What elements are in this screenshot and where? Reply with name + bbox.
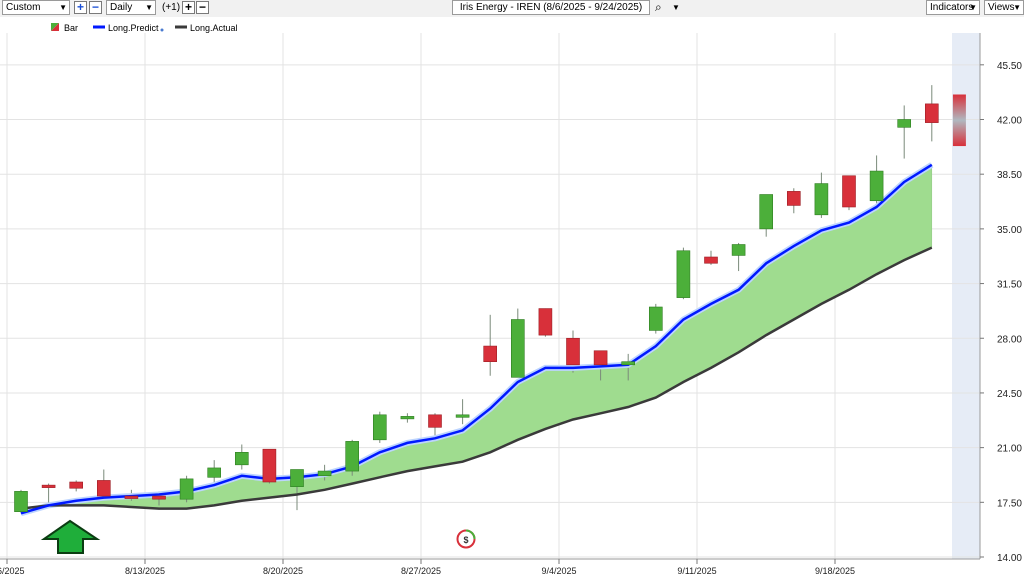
time-tick-label: 9/4/2025 [541, 566, 576, 576]
zoom-in-button[interactable]: + [74, 1, 87, 14]
time-tick-label: 9/18/2025 [815, 566, 855, 576]
time-tick-label: 8/20/2025 [263, 566, 303, 576]
price-tick-label: 31.50 [997, 280, 1022, 291]
legend-item-bar[interactable]: Bar [51, 23, 78, 33]
candle-bodies [14, 103, 939, 512]
dollar-coin-icon[interactable]: $ [456, 529, 476, 549]
dropdown-arrow-icon: ▼ [1013, 3, 1021, 12]
candle-down [152, 495, 166, 500]
candle-down [124, 495, 139, 499]
legend-label-long-predict: Long.Predict [108, 23, 159, 33]
period-select[interactable]: Custom ▼ [2, 0, 70, 15]
price-tick-label: 14.00 [997, 553, 1022, 564]
candle-down [538, 308, 553, 336]
legend-label-long-actual: Long.Actual [190, 23, 238, 33]
price-tick-label: 24.50 [997, 389, 1022, 400]
chart-background [0, 17, 1024, 581]
price-tick-label: 45.50 [997, 61, 1022, 72]
views-label: Views [988, 2, 1015, 13]
svg-text:$: $ [463, 535, 468, 545]
candle-up [621, 361, 636, 366]
price-tick-label: 17.50 [997, 498, 1022, 509]
price-tick-label: 38.50 [997, 170, 1022, 181]
candle-up [731, 244, 746, 256]
interval-select[interactable]: Daily ▼ [106, 0, 156, 15]
price-tick-label: 28.00 [997, 334, 1022, 345]
price-chart[interactable]: 14.00 17.50 21.00 24.50 28.00 31.50 35.00 38.50… [0, 17, 1024, 581]
candle-up [869, 170, 884, 202]
candle-up [676, 250, 691, 298]
chart-title-box[interactable]: Iris Energy - IREN (8/6/2025 - 9/24/2025… [452, 0, 650, 15]
dropdown-arrow-icon: ▼ [145, 3, 153, 12]
candle-down [69, 481, 83, 489]
candle-down [704, 256, 718, 264]
candle-down [593, 350, 608, 366]
candle-up [317, 470, 332, 477]
candle-up [400, 416, 415, 420]
offset-plus-button[interactable]: + [182, 1, 195, 14]
candle-up [897, 119, 912, 128]
price-axis: 14.00 17.50 21.00 24.50 28.00 31.50 35.00 38.50… [980, 61, 1022, 564]
candle-up [207, 467, 221, 478]
price-tick-label: 21.00 [997, 444, 1022, 455]
legend-item-long-predict[interactable]: Long.Predict [93, 23, 164, 33]
offset-minus-button[interactable]: − [196, 1, 209, 14]
candle-down [483, 345, 498, 362]
time-axis: 8/6/2025 8/13/2025 8/20/2025 8/27/2025 9/4/2… [0, 559, 855, 576]
buy-signal-arrow-icon[interactable] [40, 519, 101, 554]
long-predict-line [20, 163, 933, 515]
candle-up [759, 194, 774, 230]
chart-title: Iris Energy - IREN (8/6/2025 - 9/24/2025… [459, 2, 643, 13]
search-icon[interactable]: ⌕ [655, 0, 662, 14]
long-actual-line [20, 246, 933, 510]
time-tick-label: 8/13/2025 [125, 566, 165, 576]
grid [0, 33, 980, 559]
predict-candle [952, 94, 966, 147]
bar-legend-icon [51, 23, 59, 31]
offset-label: (+1) [162, 2, 181, 13]
legend: Bar Long.Predict Long.Actual [51, 23, 238, 33]
candle-up [372, 414, 387, 441]
candle-down [97, 480, 111, 497]
time-tick-label: 8/27/2025 [401, 566, 441, 576]
time-tick-label: 9/11/2025 [677, 566, 716, 576]
time-tick-label: 8/6/2025 [0, 566, 25, 576]
indicators-button[interactable]: Indicators ▼ [926, 0, 980, 15]
dropdown-arrow-icon: ▼ [969, 3, 977, 12]
candle-down [924, 103, 939, 123]
candle-up [814, 183, 829, 216]
candle-down [428, 414, 442, 428]
candle-up [510, 319, 525, 378]
zoom-out-button[interactable]: − [89, 1, 102, 14]
candle-up [179, 478, 194, 500]
legend-label-bar: Bar [64, 23, 78, 33]
candle-up [235, 452, 249, 466]
candle-down [786, 191, 801, 206]
interval-select-value: Daily [110, 2, 133, 13]
candle-up [455, 414, 470, 418]
candle-up [14, 491, 28, 512]
price-tick-label: 42.00 [997, 116, 1022, 127]
period-select-value: Custom [6, 2, 41, 13]
dropdown-arrow-icon: ▼ [59, 3, 67, 12]
candle-down [842, 175, 856, 208]
toolbar: Custom ▼ + − Daily ▼ (+1) + − Iris Energ… [0, 0, 1024, 18]
candle-up [290, 469, 304, 487]
indicators-label: Indicators [930, 2, 974, 13]
candle-up [345, 441, 360, 472]
legend-item-long-actual[interactable]: Long.Actual [175, 23, 238, 33]
views-button[interactable]: Views ▼ [984, 0, 1024, 15]
candle-up [648, 306, 663, 331]
legend-dot-icon [160, 28, 164, 32]
candle-down [566, 337, 580, 366]
candle-down [41, 484, 56, 488]
candle-down [262, 448, 277, 483]
dropdown-arrow-icon[interactable]: ▼ [672, 3, 680, 12]
price-tick-label: 35.00 [997, 225, 1022, 236]
